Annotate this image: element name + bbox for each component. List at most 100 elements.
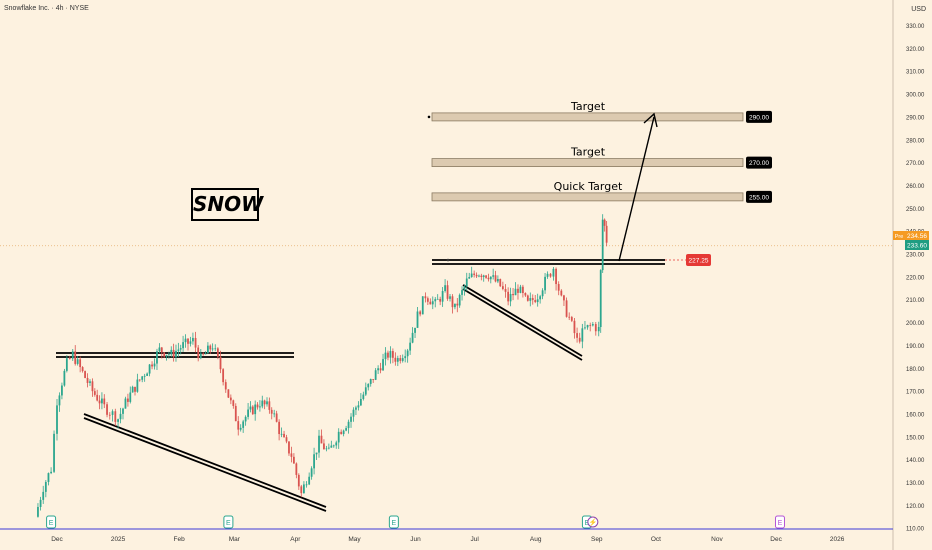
candle-body: [108, 414, 111, 416]
candle-body: [522, 286, 524, 294]
candle-body: [573, 320, 576, 334]
candle-body: [451, 296, 454, 308]
candle: [182, 335, 184, 352]
candle-body: [256, 404, 259, 408]
candle-body: [184, 338, 187, 343]
candle: [163, 352, 166, 358]
candle: [251, 405, 254, 416]
breakout-badge-bg: [686, 254, 711, 266]
candle: [581, 323, 584, 349]
candle-body: [414, 327, 416, 333]
candle: [197, 345, 200, 362]
candle-body: [416, 311, 419, 328]
candle-body: [216, 348, 219, 357]
x-tick-label: Mar: [229, 536, 241, 543]
marker-text: E: [585, 520, 590, 527]
candle: [192, 332, 194, 345]
candle-body: [475, 274, 478, 277]
candle-body: [234, 405, 237, 422]
candle: [359, 393, 362, 407]
candle: [114, 408, 117, 426]
candle: [441, 287, 444, 307]
y-tick-label: 150.00: [906, 435, 925, 441]
candle-body: [44, 481, 47, 492]
candle: [522, 284, 524, 298]
candle: [58, 392, 61, 412]
candle: [273, 409, 276, 418]
candle-body: [391, 351, 394, 358]
candle-body: [429, 301, 432, 305]
candle: [232, 399, 235, 409]
candle: [229, 394, 232, 405]
candle-body: [117, 419, 119, 422]
candle-body: [499, 279, 502, 287]
candle-body: [165, 354, 168, 357]
candle-body: [179, 348, 182, 350]
candle: [297, 473, 300, 490]
candle: [327, 443, 330, 450]
candle: [421, 296, 424, 315]
candle: [261, 395, 264, 409]
candle-body: [374, 370, 377, 380]
candle: [468, 272, 471, 279]
candle-body: [209, 345, 212, 350]
y-tick-label: 270.00: [906, 161, 925, 167]
candle-body: [549, 273, 552, 277]
candle: [456, 298, 459, 313]
candle: [263, 399, 266, 410]
candle-body: [501, 286, 504, 289]
candle: [563, 294, 565, 307]
candle-body: [247, 409, 249, 417]
candle: [143, 373, 146, 382]
candle-body: [96, 394, 99, 401]
candle-body: [53, 433, 55, 472]
candle: [278, 419, 281, 441]
candle-body: [603, 219, 606, 226]
currency-label[interactable]: USD: [911, 6, 926, 13]
candle-body: [367, 383, 370, 388]
candle-body: [63, 370, 66, 386]
earnings-marker: E: [46, 515, 57, 529]
candle-body: [254, 404, 257, 415]
x-tick-label: Jun: [410, 536, 421, 543]
candle: [184, 334, 187, 348]
candle: [512, 287, 514, 301]
candle: [364, 382, 367, 396]
candle-body: [313, 454, 315, 469]
candle-body: [454, 303, 456, 308]
candle: [219, 350, 222, 374]
candle: [409, 337, 412, 355]
candle-body: [504, 288, 507, 292]
candle-body: [37, 506, 39, 517]
y-tick-label: 320.00: [906, 47, 925, 53]
candle: [224, 379, 227, 393]
projection-arrow: [618, 112, 658, 262]
candle-body: [114, 411, 117, 422]
breakout-line: [432, 259, 665, 265]
candle-body: [300, 486, 303, 494]
x-tick-label: Dec: [51, 536, 63, 543]
candle-body: [332, 445, 335, 447]
y-tick-label: 230.00: [906, 253, 925, 259]
candle: [557, 281, 560, 296]
candle-body: [175, 350, 177, 358]
candle: [179, 344, 182, 355]
candle-body: [170, 349, 173, 355]
candle-body: [239, 427, 242, 430]
candle-body: [507, 291, 510, 302]
candle: [411, 327, 414, 344]
candle-body: [297, 474, 300, 487]
candle-body: [197, 347, 200, 359]
x-tick-label: Nov: [711, 536, 723, 543]
marker-text: ⚡: [588, 518, 597, 527]
candle: [465, 272, 468, 292]
candle: [416, 306, 419, 328]
marker-box: [774, 515, 785, 529]
candle: [175, 344, 177, 362]
candle-body: [270, 409, 273, 414]
candle-body: [384, 352, 387, 360]
price-badge-text: 270.00: [749, 160, 769, 167]
candle-body: [449, 296, 451, 299]
